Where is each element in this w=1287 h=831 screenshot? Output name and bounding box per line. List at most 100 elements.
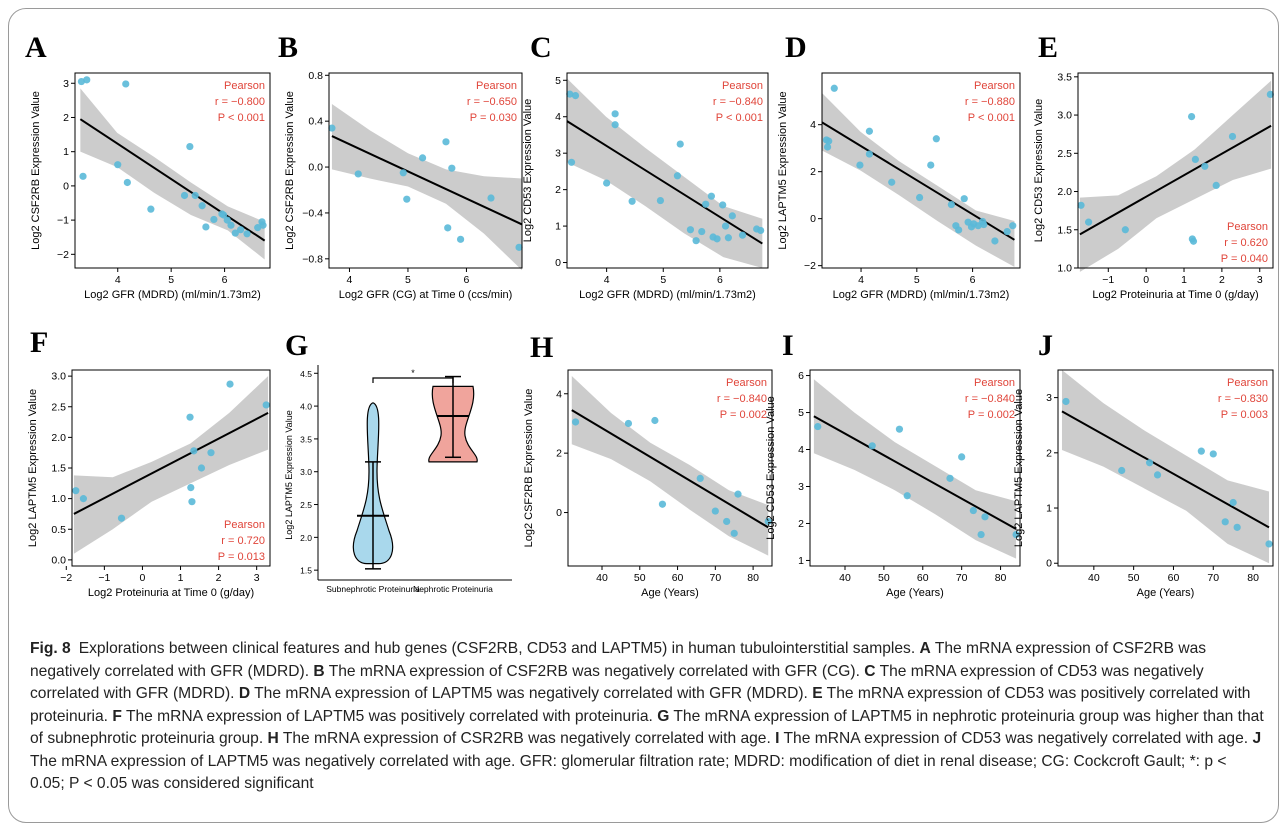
caption-text: The mRNA expression of CD53 was positive… — [30, 685, 1251, 725]
data-point — [825, 137, 833, 145]
x-tick-label: 60 — [917, 572, 929, 584]
confidence-band — [80, 88, 265, 260]
regression-line — [331, 135, 523, 226]
x-tick-label: 5 — [914, 274, 920, 286]
data-point — [1187, 112, 1196, 121]
data-point — [1266, 90, 1274, 99]
data-point — [946, 474, 954, 482]
data-point — [656, 196, 665, 205]
x-tick-label: 6 — [970, 274, 976, 286]
figure-caption: Fig. 8 Explorations between clinical feat… — [30, 638, 1265, 796]
data-point — [981, 513, 989, 521]
plot-frame — [328, 72, 523, 269]
y-axis-label: Log2 CSF2RB Expression Value — [523, 389, 535, 548]
x-tick-label: 70 — [1207, 572, 1219, 584]
y-tick-label: 1 — [63, 146, 69, 158]
data-point — [1209, 450, 1217, 458]
pearson-label: Pearson — [722, 80, 763, 92]
x-axis-label: Age (Years) — [1137, 587, 1195, 599]
data-point — [603, 179, 611, 187]
y-tick-label: 5 — [555, 75, 561, 87]
x-tick-label: 50 — [1128, 572, 1140, 584]
data-point — [403, 195, 411, 203]
data-point — [895, 425, 904, 433]
data-point — [1233, 523, 1241, 531]
x-tick-label: 1 — [1181, 274, 1187, 286]
x-axis-label: Age (Years) — [641, 587, 699, 599]
y-tick-label: 4 — [556, 388, 562, 400]
data-point — [711, 507, 719, 515]
y-tick-label: 2.0 — [51, 432, 66, 444]
data-point — [977, 530, 985, 539]
x-tick-label: −1 — [98, 572, 110, 584]
pearson-p: P = 0.040 — [1221, 253, 1268, 265]
data-point — [79, 172, 87, 180]
data-point — [713, 235, 721, 243]
y-tick-label: −0.8 — [302, 253, 323, 265]
y-tick-label: 2.0 — [1057, 186, 1072, 198]
data-point — [916, 193, 924, 202]
data-point — [730, 529, 738, 537]
x-tick-label: 1 — [178, 572, 184, 584]
regression-line — [1061, 410, 1270, 529]
data-point — [186, 413, 194, 421]
x-tick-label: 6 — [222, 274, 228, 286]
x-tick-label: 80 — [747, 572, 759, 584]
data-point — [187, 484, 195, 492]
data-point — [1145, 459, 1154, 467]
y-tick-label: 3 — [63, 78, 69, 90]
pearson-label: Pearson — [224, 80, 265, 92]
data-point — [210, 215, 218, 224]
pearson-p: P = 0.030 — [470, 112, 517, 124]
data-point — [903, 492, 911, 500]
pearson-p: P = 0.013 — [218, 551, 265, 563]
x-tick-label: 5 — [168, 274, 174, 286]
x-tick-label: 5 — [405, 274, 411, 286]
data-point — [728, 212, 736, 220]
pearson-r: r = 0.620 — [1224, 237, 1268, 249]
y-tick-label: 0 — [556, 507, 562, 519]
x-axis-label: Log2 GFR (CG) at Time 0 (ccs/min) — [339, 289, 513, 301]
data-point — [1212, 181, 1220, 190]
plot-frame — [74, 72, 271, 269]
data-point — [692, 237, 700, 245]
data-point — [991, 237, 999, 245]
data-point — [932, 135, 940, 143]
data-point — [354, 170, 362, 178]
caption-text: The mRNA expression of CSF2RB was negati… — [324, 662, 865, 680]
y-tick-label: 2.5 — [1057, 148, 1072, 160]
plot-frame — [566, 72, 769, 269]
confidence-band — [1061, 370, 1270, 564]
data-point — [814, 422, 822, 431]
y-tick-label: 3 — [798, 481, 804, 493]
pearson-r: r = −0.880 — [965, 96, 1015, 108]
data-point — [243, 230, 251, 238]
data-point — [868, 442, 876, 450]
caption-text: The mRNA expression of LAPTM5 in nephrot… — [30, 707, 1264, 748]
x-tick-label: 2 — [216, 572, 222, 584]
y-tick-label: 0.5 — [51, 524, 66, 536]
regression-line — [566, 120, 763, 245]
pearson-label: Pearson — [974, 377, 1015, 389]
pearson-r: r = 0.720 — [221, 535, 265, 547]
data-point — [1118, 466, 1126, 475]
x-axis-label: Age (Years) — [886, 587, 944, 599]
caption-panel-letter: F — [112, 707, 122, 725]
panel-letter: F — [30, 326, 48, 359]
y-tick-label: 3 — [1046, 392, 1052, 404]
y-axis-label: Log2 CSF2RB Expression Value — [30, 91, 42, 250]
caption-panel-letter: E — [812, 685, 823, 702]
caption-text: Explorations between clinical features a… — [78, 640, 920, 657]
data-point — [628, 197, 636, 205]
pearson-p: P < 0.001 — [968, 112, 1015, 124]
data-point — [237, 226, 245, 234]
data-point — [955, 226, 963, 234]
plot-frame — [821, 72, 1021, 269]
confidence-band — [813, 379, 1017, 559]
x-tick-label: 2 — [1219, 274, 1225, 286]
caption-text: The mRNA expression of LAPTM5 was negati… — [30, 752, 1227, 793]
y-tick-label: 0 — [810, 213, 816, 225]
plot-frame — [567, 369, 773, 567]
data-point — [947, 200, 955, 209]
y-tick-label: 5 — [798, 407, 804, 419]
